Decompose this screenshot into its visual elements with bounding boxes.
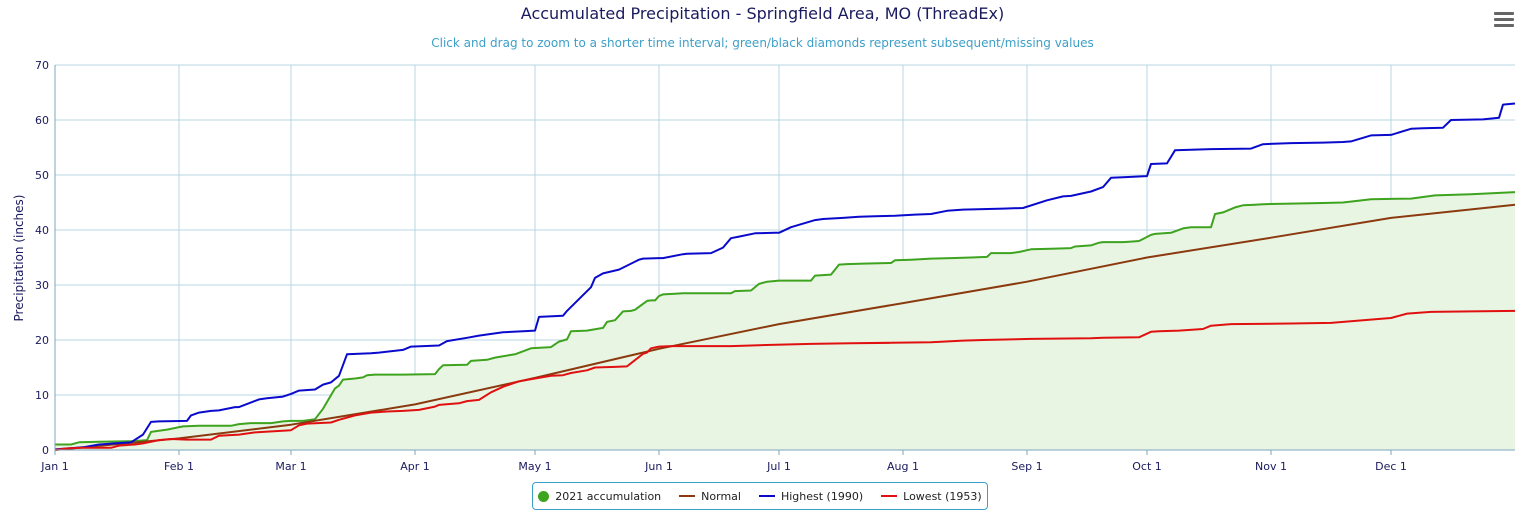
chart-title: Accumulated Precipitation - Springfield … [520, 4, 1005, 23]
hamburger-menu-icon [1492, 12, 1516, 27]
legend-item-lowest[interactable]: Lowest (1953) [881, 490, 982, 503]
y-tick-label-40: 40 [35, 224, 49, 237]
y-tick-label-30: 30 [35, 279, 49, 292]
x-tick-label-2: Mar 1 [275, 460, 306, 473]
x-tick-label-5: Jun 1 [644, 460, 673, 473]
legend-item-2021[interactable]: 2021 accumulation [538, 490, 661, 503]
legend-item-highest[interactable]: Highest (1990) [758, 489, 864, 503]
series-line-layer [54, 102, 1516, 451]
legend-label-2021: 2021 accumulation [555, 489, 662, 503]
chart-menu-button[interactable] [1492, 10, 1516, 30]
x-tick-label-9: Oct 1 [1132, 460, 1162, 473]
x-tick-label-0: Jan 1 [40, 460, 68, 473]
chart-subtitle: Click and drag to zoom to a shorter time… [431, 36, 1094, 50]
x-tick-label-8: Sep 1 [1011, 460, 1042, 473]
chart-plot-area[interactable]: 0 10 20 30 40 50 60 70 Jan 1 Feb 1 Mar 1 Apr 1 May 1… [0, 0, 1535, 480]
chart-axes: 0 10 20 30 40 50 60 70 Jan 1 Feb 1 Mar 1 Apr 1 May 1… [35, 59, 1515, 473]
x-tick-label-7: Aug 1 [887, 460, 919, 473]
chart-legend: 2021 accumulation Normal Highest (1990) … [532, 482, 988, 510]
legend-item-normal[interactable]: Normal [679, 490, 741, 503]
y-tick-label-60: 60 [35, 114, 49, 127]
x-tick-label-10: Nov 1 [1255, 460, 1287, 473]
x-tick-label-11: Dec 1 [1375, 460, 1407, 473]
legend-label-lowest: Lowest (1953) [903, 489, 982, 503]
x-tick-label-3: Apr 1 [400, 460, 430, 473]
y-tick-label-0: 0 [42, 444, 49, 457]
y-tick-label-10: 10 [35, 389, 49, 402]
legend-marker-normal [679, 495, 696, 497]
legend-label-highest: Highest (1990) [780, 489, 864, 503]
series-line-highest-1990 [54, 102, 1516, 451]
y-tick-label-70: 70 [35, 59, 49, 72]
x-tick-label-6: Jul 1 [766, 460, 791, 473]
x-tick-label-1: Feb 1 [164, 460, 194, 473]
legend-marker-lowest [881, 495, 898, 497]
y-tick-label-20: 20 [35, 334, 49, 347]
series-line-2021-accumulation [55, 191, 1516, 446]
y-axis-label: Precipitation (inches) [12, 195, 26, 322]
legend-marker-highest [758, 495, 775, 497]
x-tick-label-4: May 1 [518, 460, 551, 473]
legend-label-normal: Normal [701, 489, 741, 503]
series-line-normal [54, 203, 1516, 451]
series-line-lowest-1953 [54, 309, 1516, 451]
legend-marker-2021 [538, 490, 550, 502]
y-tick-label-50: 50 [35, 169, 49, 182]
